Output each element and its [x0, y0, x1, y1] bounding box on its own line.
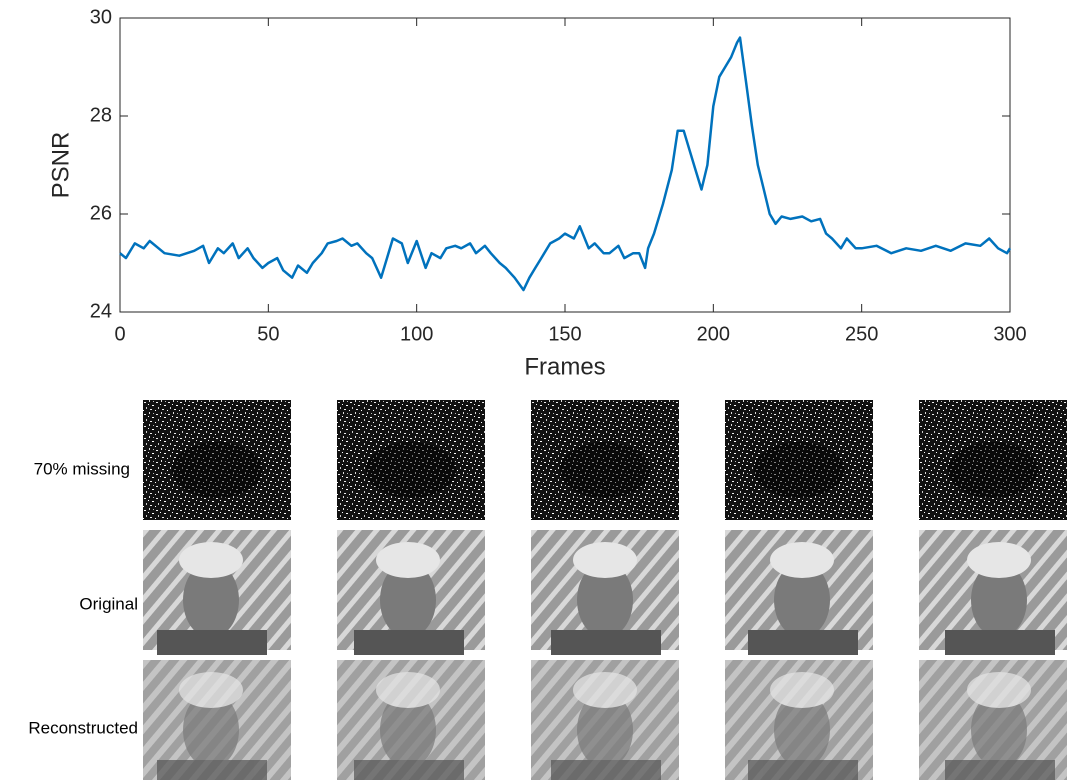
image-tile — [919, 530, 1067, 655]
image-tile — [919, 660, 1067, 780]
y-tick-label: 26 — [90, 202, 112, 224]
image-tile — [143, 530, 291, 655]
x-tick-label: 250 — [845, 323, 878, 345]
x-tick-label: 150 — [548, 323, 581, 345]
row-label: Reconstructed — [28, 718, 138, 737]
x-tick-label: 100 — [400, 323, 433, 345]
x-tick-label: 0 — [114, 323, 125, 345]
image — [366, 442, 456, 498]
image-grid: 70% missing Original Reconstructed — [28, 400, 1067, 780]
image — [531, 400, 679, 520]
y-axis-label: PSNR — [47, 132, 74, 199]
x-tick-label: 50 — [257, 323, 279, 345]
x-tick-label: 200 — [697, 323, 730, 345]
y-tick-label: 30 — [90, 6, 112, 28]
image-tile — [337, 660, 485, 780]
image-tile — [337, 400, 485, 520]
image — [754, 442, 844, 498]
y-tick-label: 24 — [90, 300, 112, 322]
image-tile — [919, 400, 1067, 520]
x-tick-label: 300 — [993, 323, 1026, 345]
image-tile — [143, 660, 291, 780]
line-chart: Frames PSNR 0 50 100 150 200 250 300 24 26 28 30 — [47, 6, 1026, 380]
image-tile — [531, 660, 679, 780]
image-tile — [337, 530, 485, 655]
image — [560, 442, 650, 498]
image-tile — [531, 530, 679, 655]
data-line — [119, 36, 1012, 292]
y-tick-label: 28 — [90, 104, 112, 126]
image — [725, 400, 873, 520]
image-tile — [725, 530, 873, 655]
row-label: Original — [79, 594, 138, 613]
image — [919, 400, 1067, 520]
row-label: 70% missing — [34, 459, 130, 478]
image-tile — [143, 400, 291, 520]
image — [143, 400, 291, 520]
image — [948, 442, 1038, 498]
image-tile — [725, 660, 873, 780]
image — [337, 400, 485, 520]
image — [172, 442, 262, 498]
plot-frame — [119, 17, 1011, 313]
image-tile — [531, 400, 679, 520]
image-tile — [725, 400, 873, 520]
x-axis-label: Frames — [524, 353, 605, 380]
